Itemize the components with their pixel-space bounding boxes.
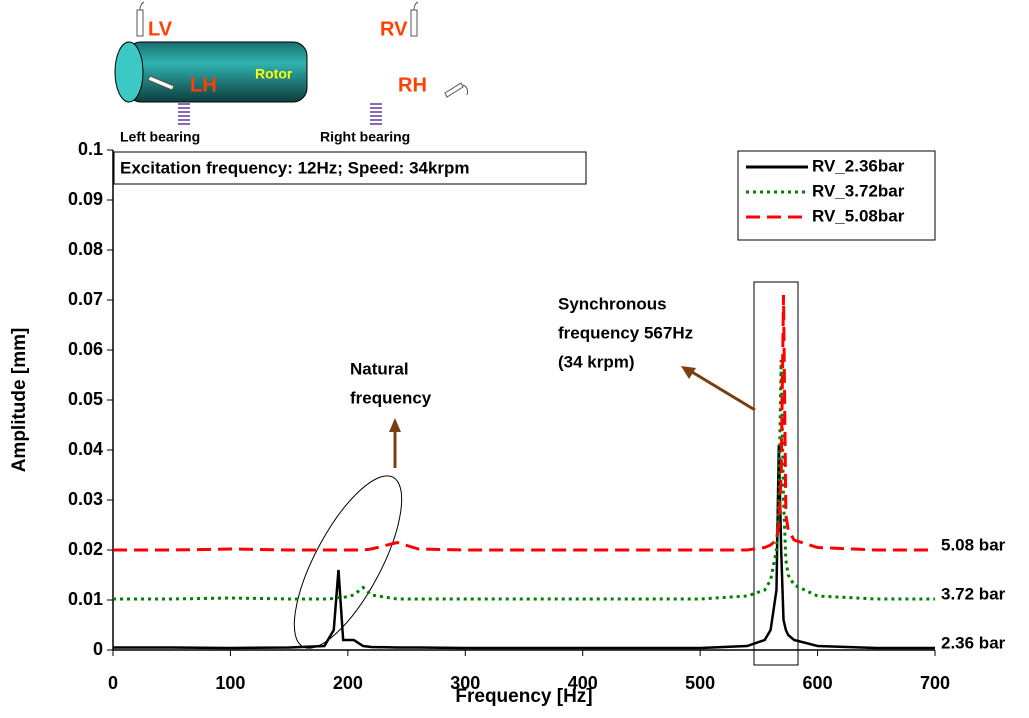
series-end-label: 2.36 bar [941, 633, 1006, 652]
x-axis-title: Frequency [Hz] [455, 686, 592, 707]
bearing-label: Left bearing [120, 129, 200, 145]
x-tick-label: 500 [685, 673, 715, 693]
info-text: Excitation frequency: 12Hz; Speed: 34krp… [120, 158, 470, 177]
x-tick-label: 700 [920, 673, 950, 693]
legend-label: RV_5.08bar [812, 206, 905, 225]
annotation-text: (34 krpm) [558, 352, 635, 371]
sync-box [753, 281, 799, 666]
y-tick-label: 0.05 [68, 389, 103, 409]
y-tick-label: 0.06 [68, 339, 103, 359]
probe-label: LV [148, 18, 173, 40]
y-tick-label: 0.01 [68, 589, 103, 609]
y-tick-label: 0.1 [78, 139, 103, 159]
series-line [113, 359, 935, 601]
y-tick-label: 0 [93, 639, 103, 659]
annotation-text: frequency 567Hz [558, 323, 693, 342]
x-tick-label: 400 [568, 673, 598, 693]
probe-label: RH [398, 74, 427, 96]
x-tick-label: 200 [333, 673, 363, 693]
annotation-text: Synchronous [558, 294, 667, 313]
natural-ellipse [293, 475, 403, 649]
probe-label: RV [380, 18, 408, 40]
annotation-text: frequency [350, 388, 432, 407]
x-tick-label: 0 [108, 673, 118, 693]
bearing-label: Right bearing [320, 129, 410, 145]
legend-label: RV_2.36bar [812, 156, 905, 175]
probes [136, 1, 468, 98]
rotor-end [114, 41, 144, 103]
x-tick-label: 100 [215, 673, 245, 693]
y-tick-label: 0.02 [68, 539, 103, 559]
x-tick-label: 300 [450, 673, 480, 693]
probe-label: LH [190, 74, 217, 96]
y-tick-label: 0.04 [68, 439, 103, 459]
annotation-text: Natural [350, 359, 409, 378]
series-end-label: 5.08 bar [941, 535, 1006, 554]
legend-label: RV_3.72bar [812, 181, 905, 200]
y-tick-label: 0.03 [68, 489, 103, 509]
arrows [389, 366, 756, 468]
bearing-springs [178, 103, 382, 125]
info-box [113, 151, 587, 185]
y-tick-label: 0.09 [68, 189, 103, 209]
rotor-diagram: LV RV LH RH Rotor Left bearing Right bea… [114, 1, 468, 145]
y-axis-title: Amplitude [mm] [9, 328, 30, 473]
y-tick-label: 0.08 [68, 239, 103, 259]
x-tick-label: 600 [803, 673, 833, 693]
y-tick-label: 0.07 [68, 289, 103, 309]
series-end-label: 3.72 bar [941, 584, 1006, 603]
series-line [113, 294, 935, 552]
series-line [113, 444, 935, 650]
rotor-label: Rotor [255, 66, 293, 82]
